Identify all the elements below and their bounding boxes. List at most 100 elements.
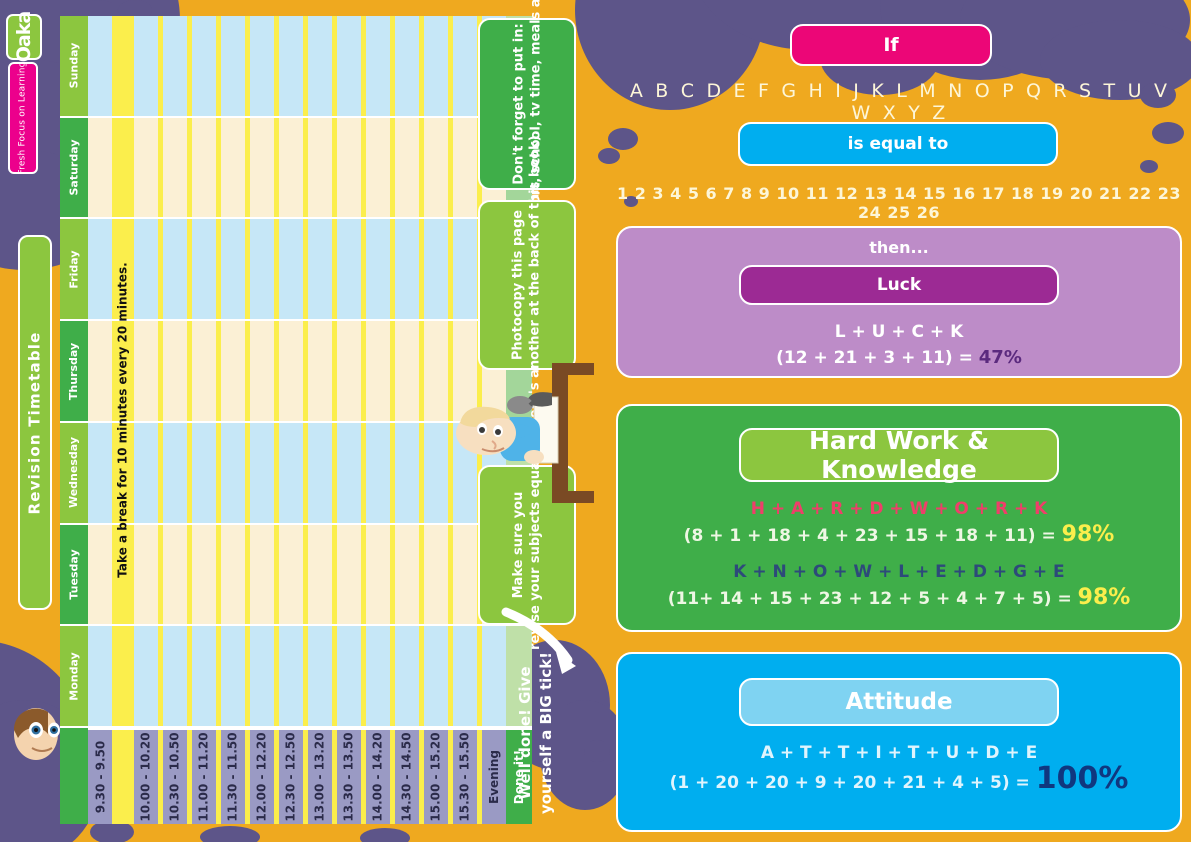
timetable-cell[interactable] [279,117,303,220]
timetable-cell[interactable] [245,524,250,627]
timetable-cell[interactable] [112,117,134,220]
timetable-cell[interactable] [361,219,366,322]
timetable-cell[interactable] [395,16,419,118]
timetable-cell[interactable] [390,626,395,729]
timetable-cell[interactable] [424,117,448,220]
timetable-cell[interactable] [250,524,274,627]
timetable-cell[interactable] [158,16,163,118]
timetable-cell[interactable] [279,524,303,627]
timetable-cell[interactable] [390,321,395,423]
timetable-cell[interactable] [308,321,332,423]
timetable-cell[interactable] [216,117,221,220]
timetable-cell[interactable] [216,321,221,423]
timetable-cell[interactable] [250,219,274,322]
timetable-cell[interactable] [88,117,112,220]
timetable-cell[interactable] [221,422,245,525]
timetable-cell[interactable] [453,219,477,322]
timetable-cell[interactable] [274,626,279,729]
timetable-cell[interactable] [274,117,279,220]
timetable-cell[interactable] [221,219,245,322]
timetable-cell[interactable] [366,219,390,322]
timetable-cell[interactable] [332,524,337,627]
timetable-cell[interactable] [308,219,332,322]
timetable-cell[interactable] [332,219,337,322]
timetable-cell[interactable] [221,321,245,423]
timetable-slot-column[interactable]: 10.30 - 10.50 [163,16,187,824]
timetable-cell[interactable] [216,219,221,322]
timetable-slot-column[interactable]: 11.00 - 11.20 [192,16,216,824]
timetable-cell[interactable] [274,524,279,627]
timetable-cell[interactable] [88,219,112,322]
timetable-cell[interactable] [303,422,308,525]
timetable-cell[interactable] [245,117,250,220]
timetable-cell[interactable] [395,117,419,220]
timetable-cell[interactable] [419,626,424,729]
timetable-slot-column[interactable]: 14.30 - 14.50 [395,16,419,824]
timetable-cell[interactable] [192,524,216,627]
timetable-cell[interactable] [192,422,216,525]
timetable-cell[interactable] [245,422,250,525]
timetable-cell[interactable] [216,16,221,118]
timetable-cell[interactable] [424,219,448,322]
timetable-cell[interactable] [112,422,134,525]
timetable-cell[interactable] [332,422,337,525]
timetable-cell[interactable] [134,422,158,525]
timetable-cell[interactable] [390,524,395,627]
timetable-cell[interactable] [337,16,361,118]
timetable-cell[interactable] [453,626,477,729]
timetable-cell[interactable] [332,117,337,220]
timetable-cell[interactable] [221,117,245,220]
timetable-cell[interactable] [279,321,303,423]
timetable-cell[interactable] [308,422,332,525]
timetable-cell[interactable] [361,626,366,729]
timetable-cell[interactable] [163,626,187,729]
timetable-slot-column[interactable]: 13.00 - 13.20 [308,16,332,824]
timetable-cell[interactable] [134,219,158,322]
timetable-cell[interactable] [245,16,250,118]
timetable-cell[interactable] [395,626,419,729]
timetable-cell[interactable] [245,219,250,322]
timetable-cell[interactable] [216,422,221,525]
timetable-cell[interactable] [88,422,112,525]
timetable-slot-column[interactable]: 9.30 - 9.50 [88,16,112,824]
timetable-cell[interactable] [419,321,424,423]
timetable-cell[interactable] [419,422,424,525]
timetable-cell[interactable] [361,16,366,118]
timetable-cell[interactable] [112,626,134,729]
timetable-cell[interactable] [279,16,303,118]
timetable-slot-column[interactable]: 13.30 - 13.50 [337,16,361,824]
timetable-cell[interactable] [163,219,187,322]
timetable-cell[interactable] [158,626,163,729]
timetable-cell[interactable] [390,219,395,322]
timetable-cell[interactable] [216,626,221,729]
attitude-title-pill[interactable]: Attitude [739,678,1059,726]
timetable-cell[interactable] [395,321,419,423]
timetable-cell[interactable] [250,117,274,220]
timetable-cell[interactable] [163,16,187,118]
timetable-cell[interactable] [361,321,366,423]
timetable-cell[interactable] [245,321,250,423]
timetable-cell[interactable] [337,524,361,627]
luck-title-pill[interactable]: Luck [739,265,1059,305]
timetable-cell[interactable] [419,524,424,627]
timetable-slot-column[interactable]: 15.30 - 15.50 [453,16,477,824]
timetable-cell[interactable] [163,117,187,220]
timetable-cell[interactable] [424,422,448,525]
timetable-cell[interactable] [361,422,366,525]
timetable-cell[interactable] [506,626,532,729]
timetable-cell[interactable] [192,117,216,220]
timetable-cell[interactable] [308,16,332,118]
timetable-cell[interactable] [187,16,192,118]
timetable-cell[interactable] [453,117,477,220]
timetable-cell[interactable] [279,626,303,729]
timetable-cell[interactable] [332,321,337,423]
timetable-cell[interactable] [337,219,361,322]
timetable-cell[interactable] [187,422,192,525]
timetable-cell[interactable] [112,321,134,423]
timetable-cell[interactable] [250,321,274,423]
timetable-cell[interactable] [187,321,192,423]
timetable-slot-column[interactable]: 15.00 - 15.20 [424,16,448,824]
timetable-cell[interactable] [477,626,482,729]
timetable-cell[interactable] [245,626,250,729]
timetable-cell[interactable] [158,524,163,627]
